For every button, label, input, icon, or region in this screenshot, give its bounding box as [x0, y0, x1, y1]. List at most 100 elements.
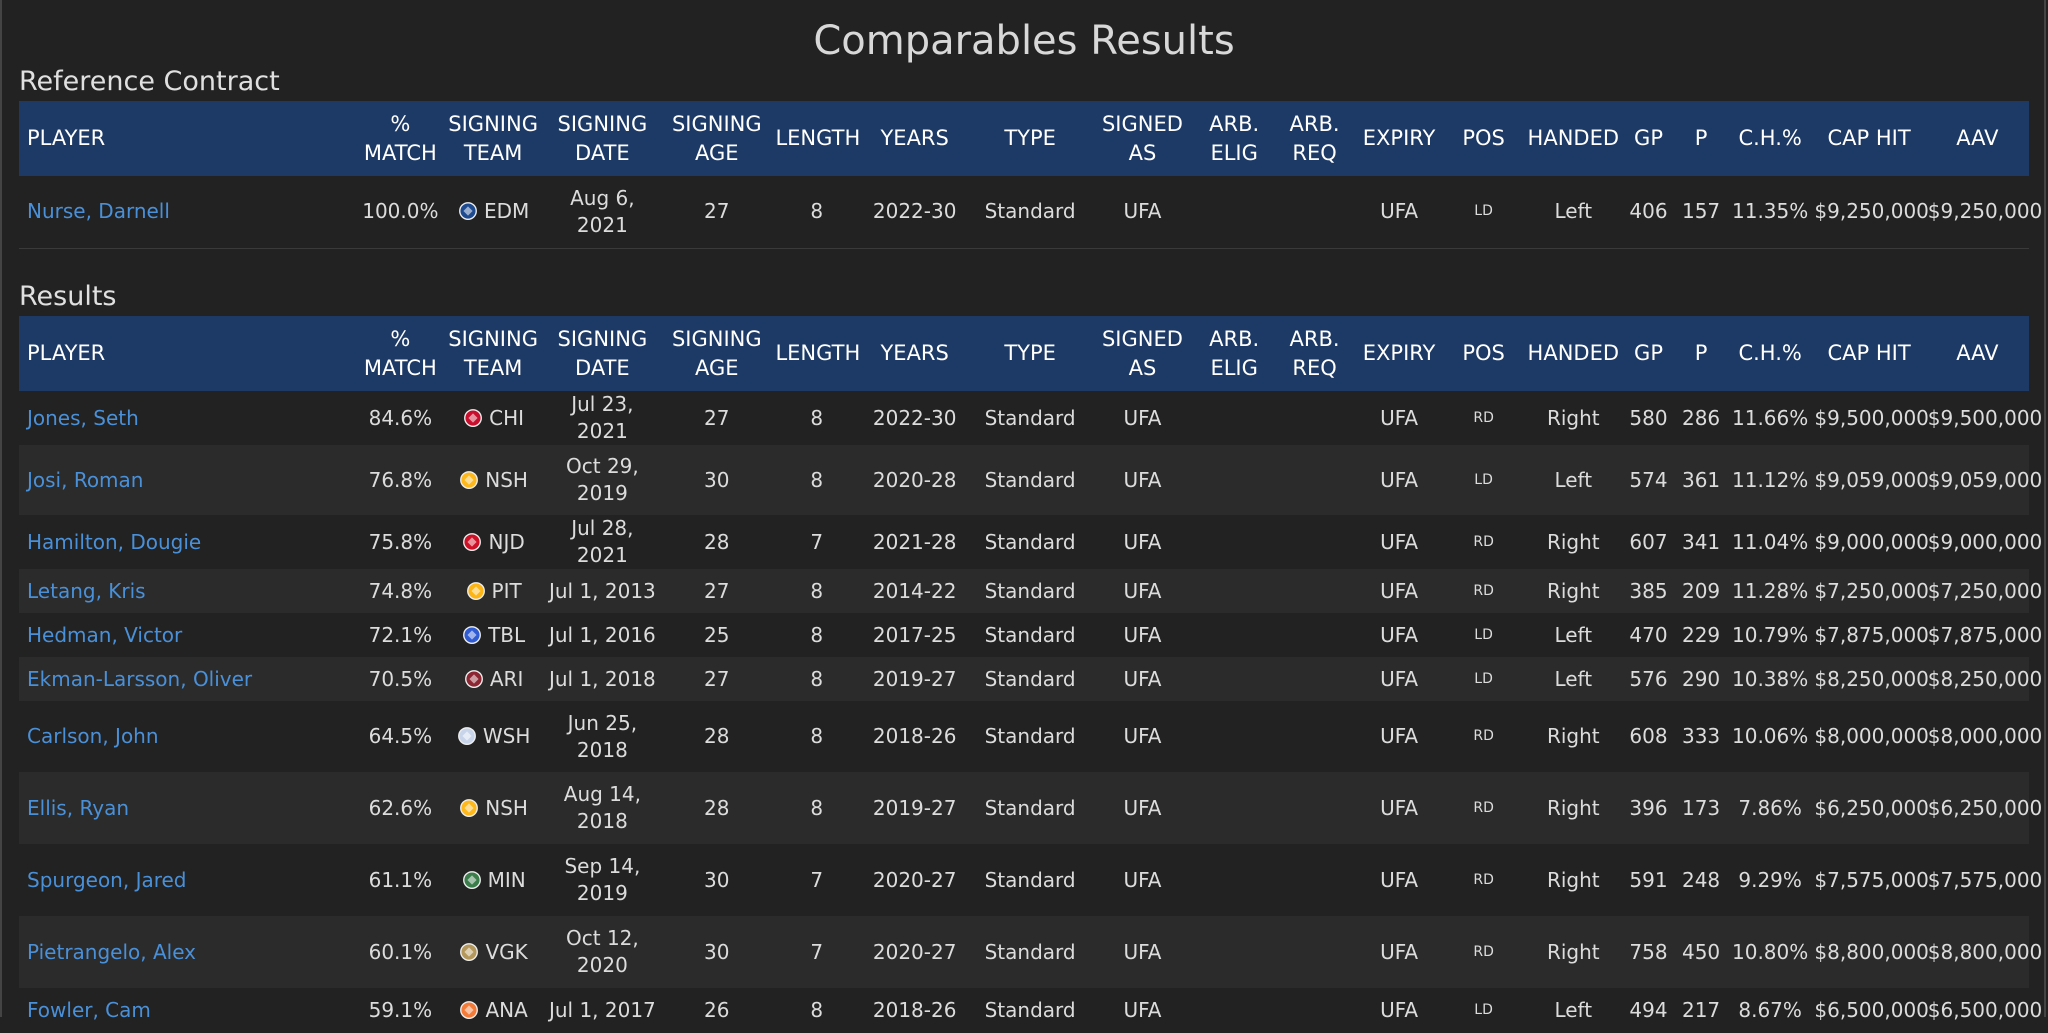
column-header-signed-as[interactable]: SIGNED AS	[1101, 326, 1183, 380]
ducks-logo-icon	[458, 999, 480, 1021]
column-header-team[interactable]: SIGNING TEAM	[448, 326, 538, 380]
player-name-link[interactable]: Fowler, Cam	[27, 998, 151, 1022]
column-header-expiry[interactable]: EXPIRY	[1362, 341, 1436, 365]
column-header-gp[interactable]: GP	[1634, 341, 1663, 365]
column-header-date[interactable]: SIGNING DATE	[557, 326, 648, 380]
column-header-pos[interactable]: POS	[1462, 341, 1505, 365]
column-header-expiry[interactable]: EXPIRY	[1362, 126, 1436, 150]
length-cell: 8	[810, 467, 824, 492]
player-cell: Hamilton, Dougie	[19, 515, 359, 569]
type-cell: Standard	[984, 578, 1076, 603]
result-row: Hamilton, Dougie 75.8% NJD Jul 28, 2021 28 7 2…	[19, 515, 2042, 569]
result-row: Spurgeon, Jared 61.1% MIN Sep 14, 2019 30 7 20…	[19, 844, 2043, 916]
column-header-type[interactable]: TYPE	[1004, 341, 1056, 365]
cap-hit-cell: $8,800,000	[1814, 939, 1929, 964]
player-name-link[interactable]: Josi, Roman	[27, 467, 144, 492]
ch-cell: 11.12%	[1732, 467, 1809, 492]
column-header-pos[interactable]: POS	[1462, 126, 1505, 150]
arb-elig-cell	[1194, 772, 1274, 844]
date-cell: Aug 6, 2021	[570, 185, 635, 237]
handed-cell: Left	[1554, 199, 1593, 224]
pos-cell: RD	[1473, 728, 1494, 744]
column-header-years[interactable]: YEARS	[880, 341, 949, 365]
column-header-cap-hit[interactable]: CAP HIT	[1827, 341, 1911, 365]
age-cell: 27	[704, 199, 730, 224]
column-header-aav[interactable]: AAV	[1956, 126, 1999, 150]
player-name-link[interactable]: Ellis, Ryan	[27, 795, 130, 820]
column-header-arb-elig[interactable]: ARB. ELIG	[1209, 326, 1260, 380]
ch-cell: 9.29%	[1738, 867, 1802, 892]
arb-req-cell	[1274, 391, 1354, 445]
handed-cell: Right	[1546, 867, 1600, 892]
column-header-match[interactable]: % MATCH	[363, 326, 437, 380]
column-header-length[interactable]: LENGTH	[775, 341, 861, 365]
column-header-p[interactable]: P	[1694, 341, 1708, 365]
date-cell: Jul 1, 2013	[548, 578, 656, 603]
column-header-ch[interactable]: C.H.%	[1738, 341, 1802, 365]
column-header-age[interactable]: SIGNING AGE	[671, 326, 762, 380]
expiry-cell: UFA	[1380, 724, 1419, 748]
column-header-player[interactable]: PLAYER	[27, 126, 106, 150]
expiry-cell: UFA	[1380, 622, 1419, 647]
column-header-length[interactable]: LENGTH	[775, 126, 861, 150]
expiry-cell: UFA	[1380, 795, 1419, 820]
column-header-match[interactable]: % MATCH	[363, 111, 437, 165]
type-cell: Standard	[984, 529, 1076, 554]
column-header-handed[interactable]: HANDED	[1527, 341, 1620, 365]
column-header-player[interactable]: PLAYER	[27, 341, 106, 365]
player-name-link[interactable]: Hedman, Victor	[27, 622, 183, 647]
column-header-p[interactable]: P	[1694, 126, 1708, 150]
pos-cell: LD	[1474, 203, 1493, 220]
p-cell: 217	[1681, 998, 1721, 1022]
player-name-link[interactable]: Jones, Seth	[27, 405, 139, 430]
aav-cell: $8,250,000	[1927, 666, 2043, 691]
cap-hit-cell: $6,250,000	[1814, 795, 1929, 820]
p-cell: 286	[1681, 405, 1721, 430]
cap-hit-cell: $6,500,000	[1814, 998, 1929, 1022]
length-cell: 8	[810, 622, 824, 647]
result-row: Hedman, Victor 72.1% TBL Jul 1, 2016 25 8 2017…	[19, 613, 2042, 657]
match-cell: 100.0%	[362, 199, 439, 224]
p-cell: 173	[1681, 795, 1721, 820]
column-header-arb-req[interactable]: ARB. REQ	[1289, 326, 1340, 380]
player-name-link[interactable]: Pietrangelo, Alex	[27, 939, 197, 964]
column-header-ch[interactable]: C.H.%	[1738, 126, 1802, 150]
pos-cell: LD	[1474, 1002, 1493, 1018]
type-cell: Standard	[984, 867, 1076, 892]
ch-cell: 10.38%	[1732, 666, 1809, 691]
column-header-age[interactable]: SIGNING AGE	[671, 111, 762, 165]
gp-cell: 580	[1629, 405, 1668, 430]
reference-contract-heading: Reference Contract	[19, 66, 280, 97]
column-header-date[interactable]: SIGNING DATE	[557, 111, 648, 165]
player-cell: Nurse, Darnell	[19, 176, 359, 248]
arb-req-cell	[1274, 176, 1354, 248]
player-name-link[interactable]: Hamilton, Dougie	[27, 529, 202, 554]
aav-cell: $7,250,000	[1927, 578, 2043, 603]
column-header-type[interactable]: TYPE	[1004, 126, 1056, 150]
player-name-link[interactable]: Letang, Kris	[27, 578, 146, 603]
results-table-header: PLAYER % MATCH SIGNING TEAM SIGNING DATE SIG…	[19, 316, 2029, 391]
column-header-arb-elig[interactable]: ARB. ELIG	[1209, 111, 1260, 165]
team-abbrev: NSH	[485, 795, 528, 820]
handed-cell: Left	[1554, 666, 1593, 691]
player-name-link[interactable]: Ekman-Larsson, Oliver	[27, 666, 253, 691]
column-header-gp[interactable]: GP	[1634, 126, 1663, 150]
date-cell: Jun 25, 2018	[567, 710, 638, 762]
lightning-logo-icon	[461, 624, 483, 646]
expiry-cell: UFA	[1380, 578, 1419, 603]
player-name-link[interactable]: Carlson, John	[27, 724, 159, 748]
column-header-arb-req[interactable]: ARB. REQ	[1289, 111, 1340, 165]
column-header-cap-hit[interactable]: CAP HIT	[1827, 126, 1911, 150]
team-cell: NSH	[442, 772, 545, 844]
column-header-team[interactable]: SIGNING TEAM	[448, 111, 538, 165]
column-header-aav[interactable]: AAV	[1956, 341, 1999, 365]
team-cell: MIN	[442, 844, 545, 916]
column-header-years[interactable]: YEARS	[880, 126, 949, 150]
column-header-signed-as[interactable]: SIGNED AS	[1101, 111, 1183, 165]
team-abbrev: PIT	[491, 578, 522, 603]
player-name-link[interactable]: Spurgeon, Jared	[27, 867, 187, 892]
signed-as-cell: UFA	[1123, 867, 1162, 892]
player-name-link[interactable]: Nurse, Darnell	[27, 199, 170, 224]
column-header-handed[interactable]: HANDED	[1527, 126, 1620, 150]
aav-cell: $7,575,000	[1927, 867, 2043, 892]
